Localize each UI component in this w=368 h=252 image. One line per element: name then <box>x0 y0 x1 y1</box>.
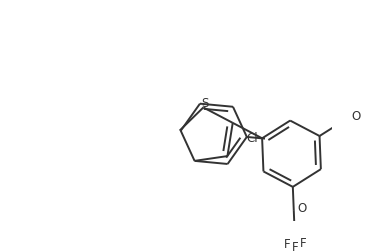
Text: O: O <box>351 110 361 123</box>
Text: F: F <box>300 237 306 250</box>
Text: Cl: Cl <box>246 132 258 145</box>
Text: O: O <box>297 202 306 215</box>
Text: F: F <box>292 241 299 252</box>
Text: F: F <box>284 238 291 251</box>
Text: S: S <box>201 97 209 110</box>
